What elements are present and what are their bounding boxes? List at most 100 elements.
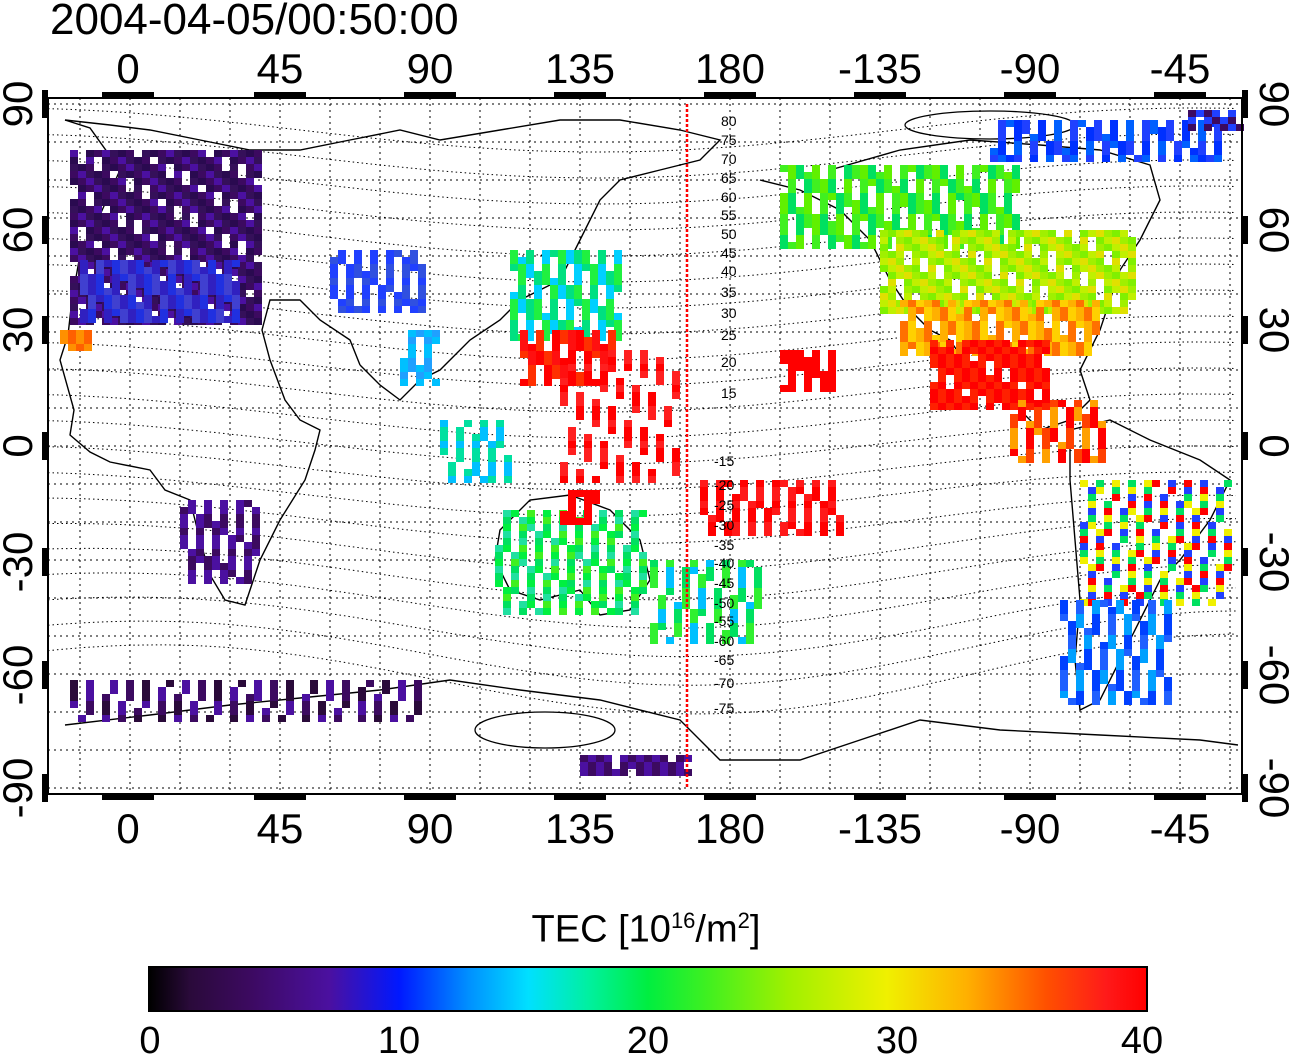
tec-cell-europe — [70, 227, 78, 234]
tec-cell-australia — [583, 566, 591, 573]
tec-cell-europe — [230, 171, 238, 178]
tec-cell-australia — [591, 538, 599, 545]
tec-cell-europe — [206, 185, 214, 192]
tec-cell-south-america — [1216, 592, 1224, 599]
tec-cell-east-asia — [614, 250, 622, 257]
tec-cell-australia — [583, 587, 591, 594]
tec-cell-australia — [567, 559, 575, 566]
tec-cell-patagonia — [1092, 677, 1100, 684]
tec-cell-south-america — [1176, 599, 1184, 606]
tec-cell-patagonia — [1108, 635, 1116, 642]
tec-cell-canada — [964, 200, 972, 207]
tec-cell-patagonia — [1148, 621, 1156, 628]
tec-cell-new-zealand — [738, 574, 746, 581]
lat-label-right: 0 — [1251, 434, 1292, 457]
tec-cell-us-north — [992, 286, 1000, 293]
tec-cell-south-america — [1104, 508, 1112, 515]
tec-cell-europe — [182, 227, 190, 234]
tec-cell-south-america — [1224, 480, 1232, 487]
tec-cell-europe — [86, 248, 94, 255]
tec-cell-patagonia — [1156, 649, 1164, 656]
tec-cell-south-america — [1200, 480, 1208, 487]
tec-cell-europe — [78, 192, 86, 199]
tec-cell-us-north — [1024, 230, 1032, 237]
tec-cell-canada — [780, 228, 788, 235]
tec-cell-central-asia — [354, 271, 362, 278]
tec-cell-europe — [198, 206, 206, 213]
tec-cell-us-south — [1068, 314, 1076, 321]
tec-cell-canada — [812, 179, 820, 186]
frame-tick-left — [42, 216, 48, 244]
tec-cell-east-asia — [510, 313, 518, 320]
tec-cell-europe — [206, 199, 214, 206]
tec-cell-south-america — [1120, 508, 1128, 515]
tec-cell-pacific-south — [716, 487, 724, 494]
tec-cell-us-south — [924, 321, 932, 328]
lat-label-right: 60 — [1251, 207, 1292, 254]
tec-cell-europe — [254, 185, 262, 192]
tec-cell-europe — [158, 164, 166, 171]
tec-cell-patagonia — [1124, 642, 1132, 649]
tec-cell-pacific-west — [640, 448, 648, 455]
tec-cell-australia — [623, 552, 631, 559]
tec-cell-south-america — [1136, 529, 1144, 536]
tec-cell-east-asia — [510, 306, 518, 313]
tec-cell-central-asia — [386, 278, 394, 285]
tec-cell-mexico — [930, 396, 938, 403]
tec-cell-africa — [244, 577, 252, 584]
tec-cell-canada — [836, 193, 844, 200]
tec-cell-arctic — [1070, 148, 1078, 155]
tec-cell-pacific-south — [804, 508, 812, 515]
tec-cell-us-north — [992, 251, 1000, 258]
tec-cell-europe — [118, 171, 126, 178]
tec-cell-pacific-west — [560, 469, 568, 476]
tec-cell-canada — [796, 235, 804, 242]
tec-cell-new-zealand — [698, 581, 706, 588]
tec-cell-antarctic-west — [134, 715, 142, 722]
tec-cell-europe — [126, 199, 134, 206]
tec-cell-east-asia — [614, 257, 622, 264]
tec-cell-europe-south — [160, 260, 168, 267]
tec-cell-patagonia — [1132, 614, 1140, 621]
tec-cell-atlantic — [60, 337, 68, 344]
tec-cell-india — [416, 365, 424, 372]
tec-cell-central-asia — [370, 250, 378, 257]
tec-cell-mexico — [1042, 396, 1050, 403]
tec-cell-europe — [126, 192, 134, 199]
tec-cell-east-asia — [550, 278, 558, 285]
tec-cell-atlantic — [68, 330, 76, 337]
tec-cell-patagonia — [1076, 607, 1084, 614]
tec-cell-east-asia — [606, 313, 614, 320]
tec-cell-us-north — [912, 251, 920, 258]
tec-cell-us-north — [1128, 286, 1136, 293]
tec-cell-australia — [527, 510, 535, 517]
lon-label-top: 180 — [695, 45, 765, 92]
tec-cell-us-south — [932, 307, 940, 314]
tec-cell-europe — [174, 227, 182, 234]
tec-cell-mexico — [954, 354, 962, 361]
tec-cell-south-america — [1216, 501, 1224, 508]
tec-cell-mexico — [930, 382, 938, 389]
tec-cell-us-north — [1096, 244, 1104, 251]
tec-cell-europe — [118, 283, 126, 290]
tec-cell-europe — [78, 199, 86, 206]
tec-cell-us-south — [1044, 328, 1052, 335]
tec-cell-mexico — [954, 368, 962, 375]
tec-cell-us-north — [1104, 230, 1112, 237]
tec-cell-patagonia — [1132, 600, 1140, 607]
tec-cell-europe-south — [160, 302, 168, 309]
tec-cell-central-asia — [346, 299, 354, 306]
tec-cell-europe — [190, 283, 198, 290]
tec-cell-new-zealand — [650, 623, 658, 630]
tec-cell-mexico — [1002, 361, 1010, 368]
tec-cell-europe — [142, 234, 150, 241]
tec-cell-atlantic — [84, 337, 92, 344]
tec-cell-new-zealand — [666, 560, 674, 567]
tec-cell-east-asia — [606, 292, 614, 299]
frame-tick-right — [1242, 90, 1248, 118]
tec-cell-central-asia — [330, 292, 338, 299]
tec-cell-canada — [884, 179, 892, 186]
tec-cell-africa — [220, 507, 228, 514]
tec-cell-indonesia — [496, 427, 504, 434]
tec-cell-mexico — [1034, 382, 1042, 389]
